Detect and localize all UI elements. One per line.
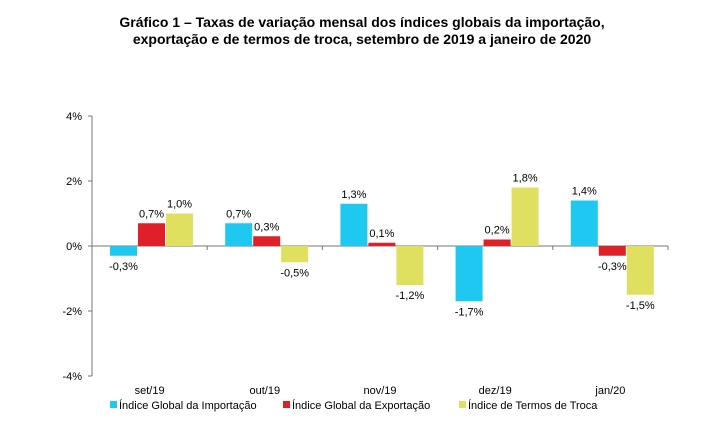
data-labels: -0,3%0,7%1,0%0,7%0,3%-0,5%1,3%0,1%-1,2%-… bbox=[109, 173, 655, 319]
legend-swatch bbox=[110, 401, 117, 408]
bar bbox=[626, 246, 654, 295]
y-tick-label: 2% bbox=[66, 176, 82, 188]
x-category-label: dez/19 bbox=[479, 385, 512, 397]
bar bbox=[511, 187, 539, 246]
bar bbox=[225, 223, 253, 246]
data-label: -0,3% bbox=[109, 261, 138, 273]
x-category-label: set/19 bbox=[135, 385, 165, 397]
bar bbox=[570, 200, 598, 246]
chart-title: Gráfico 1 – Taxas de variação mensal dos… bbox=[0, 14, 724, 48]
bar bbox=[483, 239, 511, 246]
y-tick-label: -2% bbox=[62, 306, 82, 318]
chart-title-line-1: Gráfico 1 – Taxas de variação mensal dos… bbox=[119, 14, 605, 30]
x-category-label: out/19 bbox=[250, 385, 281, 397]
data-label: 1,8% bbox=[513, 173, 538, 185]
data-label: -1,7% bbox=[455, 306, 484, 318]
bar bbox=[340, 203, 368, 246]
x-category-label: jan/20 bbox=[594, 385, 625, 397]
bar bbox=[281, 246, 309, 263]
bar bbox=[138, 223, 165, 246]
bar bbox=[455, 246, 483, 302]
legend-swatch bbox=[459, 401, 466, 408]
data-label: 0,7% bbox=[226, 208, 251, 220]
legend-swatch bbox=[283, 401, 290, 408]
data-label: 0,7% bbox=[139, 208, 164, 220]
bar bbox=[166, 213, 193, 246]
bar bbox=[253, 236, 281, 246]
data-label: 1,3% bbox=[341, 189, 366, 201]
y-tick-label: 4% bbox=[66, 111, 82, 123]
bars bbox=[110, 187, 654, 302]
bar bbox=[396, 246, 424, 285]
data-label: 0,3% bbox=[254, 221, 279, 233]
x-axis-categories: set/19 out/19 nov/19 dez/19 jan/20 bbox=[135, 385, 626, 397]
data-label: 1,4% bbox=[572, 186, 597, 198]
y-tick-label: 0% bbox=[66, 241, 82, 253]
data-label: 1,0% bbox=[167, 199, 192, 211]
bar bbox=[368, 242, 396, 246]
y-axis: 4% 2% 0% -2% -4% bbox=[62, 111, 669, 383]
data-label: -0,3% bbox=[598, 261, 627, 273]
data-label: 0,1% bbox=[369, 228, 394, 240]
bar bbox=[110, 246, 137, 256]
data-label: -1,5% bbox=[626, 300, 655, 312]
data-label: 0,2% bbox=[485, 225, 510, 237]
bar bbox=[598, 246, 626, 256]
legend-label: Índice de Termos de Troca bbox=[468, 399, 598, 412]
legend: Índice Global da Importação Índice Global… bbox=[110, 399, 598, 412]
x-category-label: nov/19 bbox=[363, 385, 396, 397]
data-label: -0,5% bbox=[280, 267, 309, 279]
legend-label: Índice Global da Importação bbox=[119, 399, 257, 412]
data-label: -1,2% bbox=[396, 290, 425, 302]
legend-label: Índice Global da Exportação bbox=[292, 399, 430, 412]
chart-title-line-2: exportação e de termos de troca, setembr… bbox=[132, 31, 592, 47]
y-tick-label: -4% bbox=[62, 371, 82, 383]
